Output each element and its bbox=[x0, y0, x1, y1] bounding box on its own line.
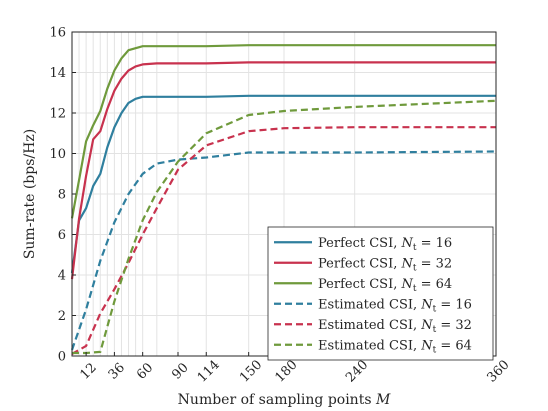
x-tick-label: 180 bbox=[272, 357, 300, 385]
x-tick-label: 12 bbox=[78, 360, 100, 382]
legend-entry: Estimated CSI, Nt = 16 bbox=[318, 297, 472, 314]
y-tick-label: 14 bbox=[49, 66, 66, 81]
series-line bbox=[70, 61, 496, 280]
y-axis-label: Sum-rate (bps/Hz) bbox=[22, 129, 38, 259]
x-axis-label: Number of sampling points M bbox=[178, 392, 391, 408]
grid-lines bbox=[72, 31, 496, 357]
y-tick-label: 2 bbox=[58, 309, 66, 324]
x-tick-label: 360 bbox=[484, 357, 512, 385]
x-axis-label-text: Number of sampling points bbox=[178, 392, 376, 408]
series-line bbox=[70, 150, 497, 351]
y-tick-label: 8 bbox=[58, 188, 66, 203]
legend-entry: Perfect CSI, Nt = 64 bbox=[318, 277, 452, 294]
legend-box bbox=[267, 226, 494, 361]
y-tick-label: 6 bbox=[58, 228, 66, 243]
y-tick-label: 10 bbox=[49, 147, 66, 162]
x-tick-label: 240 bbox=[343, 357, 371, 385]
legend-entry: Estimated CSI, Nt = 64 bbox=[318, 338, 472, 355]
y-tick-label: 0 bbox=[58, 350, 66, 365]
y-tick-label: 12 bbox=[49, 107, 66, 122]
series-line bbox=[70, 94, 496, 274]
series-lines bbox=[70, 44, 497, 355]
legend: Perfect CSI, Nt = 16 Perfect CSI, Nt = 32… bbox=[267, 226, 494, 361]
x-axis-label-symbol: M bbox=[375, 392, 391, 408]
y-tick-label: 4 bbox=[58, 269, 66, 284]
series-line bbox=[72, 99, 497, 355]
legend-entry: Estimated CSI, Nt = 32 bbox=[318, 318, 472, 335]
legend-entry: Perfect CSI, Nt = 32 bbox=[318, 256, 452, 273]
x-tick-label: 90 bbox=[169, 360, 191, 382]
x-tick-label: 150 bbox=[237, 357, 265, 385]
legend-entry: Perfect CSI, Nt = 16 bbox=[318, 236, 452, 253]
y-tick-label: 16 bbox=[49, 26, 66, 41]
x-tick-label: 36 bbox=[106, 360, 128, 382]
series-line bbox=[71, 126, 496, 355]
x-tick-label: 114 bbox=[195, 357, 223, 385]
series-line bbox=[70, 44, 496, 219]
x-tick-label: 60 bbox=[134, 360, 156, 382]
